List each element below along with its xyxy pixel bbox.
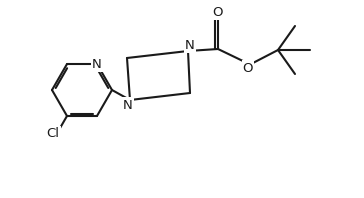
Text: N: N xyxy=(185,38,195,51)
Text: Cl: Cl xyxy=(47,127,59,140)
Text: O: O xyxy=(243,62,253,74)
Text: O: O xyxy=(213,6,223,18)
Text: N: N xyxy=(92,58,102,70)
Text: N: N xyxy=(123,98,133,111)
